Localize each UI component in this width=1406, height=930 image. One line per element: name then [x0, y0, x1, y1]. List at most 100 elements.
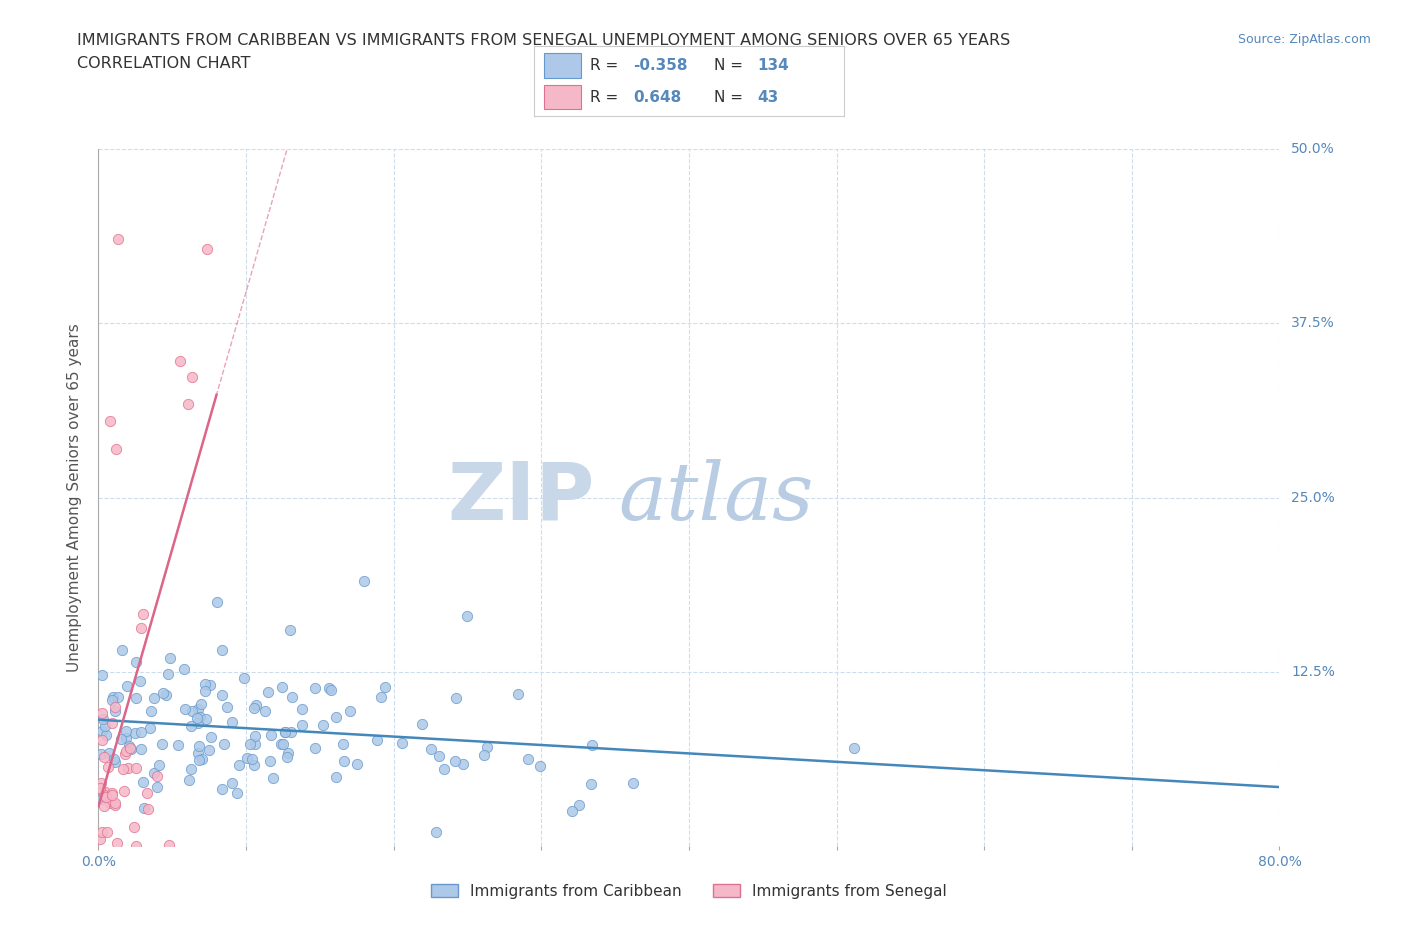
- Point: [194, 684, 217, 698]
- Point: [129, 673, 152, 688]
- Point: [194, 676, 217, 691]
- Point: [621, 776, 644, 790]
- Point: [91, 711, 114, 726]
- Point: [366, 733, 388, 748]
- Point: [318, 681, 340, 696]
- Point: [188, 738, 211, 753]
- Point: [567, 798, 589, 813]
- Text: N =: N =: [714, 90, 752, 105]
- Text: IMMIGRANTS FROM CARIBBEAN VS IMMIGRANTS FROM SENEGAL UNEMPLOYMENT AMONG SENIORS : IMMIGRANTS FROM CARIBBEAN VS IMMIGRANTS …: [77, 33, 1011, 47]
- Point: [444, 753, 467, 768]
- Point: [125, 690, 148, 705]
- Point: [146, 768, 169, 783]
- Point: [254, 703, 277, 718]
- Bar: [544, 54, 581, 78]
- Point: [125, 761, 148, 776]
- Text: ZIP: ZIP: [447, 458, 595, 537]
- Point: [581, 777, 603, 791]
- Point: [114, 747, 136, 762]
- Point: [129, 621, 152, 636]
- Text: N =: N =: [714, 58, 748, 73]
- Point: [115, 744, 138, 759]
- Point: [91, 668, 114, 683]
- Point: [155, 688, 177, 703]
- Point: [215, 699, 238, 714]
- Point: [226, 786, 249, 801]
- Point: [131, 741, 153, 756]
- Point: [98, 745, 121, 760]
- Point: [274, 724, 297, 739]
- Point: [115, 730, 138, 745]
- Point: [477, 739, 499, 754]
- Point: [228, 758, 250, 773]
- Point: [842, 740, 865, 755]
- Text: 50.0%: 50.0%: [1291, 141, 1336, 156]
- Text: R =: R =: [591, 90, 628, 105]
- Point: [427, 748, 450, 763]
- Point: [181, 369, 204, 384]
- Point: [451, 756, 474, 771]
- Point: [166, 737, 188, 752]
- Point: [135, 785, 157, 800]
- Point: [122, 819, 145, 834]
- Point: [104, 699, 127, 714]
- Point: [97, 760, 120, 775]
- Point: [205, 595, 228, 610]
- Point: [291, 717, 314, 732]
- Point: [100, 693, 122, 708]
- Point: [187, 701, 209, 716]
- Point: [96, 727, 118, 742]
- Point: [107, 689, 129, 704]
- Point: [142, 765, 165, 780]
- Point: [94, 719, 117, 734]
- Point: [125, 839, 148, 854]
- Point: [187, 746, 209, 761]
- Point: [211, 643, 233, 658]
- Point: [157, 837, 180, 852]
- Point: [516, 751, 538, 766]
- Point: [93, 788, 115, 803]
- Point: [180, 719, 202, 734]
- Point: [145, 779, 167, 794]
- Point: [107, 232, 129, 247]
- Point: [243, 700, 266, 715]
- Point: [472, 748, 495, 763]
- Point: [90, 747, 112, 762]
- Point: [104, 798, 127, 813]
- Point: [118, 738, 141, 753]
- Point: [120, 741, 142, 756]
- Point: [304, 740, 326, 755]
- Legend: Immigrants from Caribbean, Immigrants from Senegal: Immigrants from Caribbean, Immigrants fr…: [425, 878, 953, 905]
- Point: [117, 679, 139, 694]
- Point: [91, 724, 114, 739]
- Point: [274, 724, 297, 739]
- Point: [187, 716, 209, 731]
- Point: [100, 785, 122, 800]
- Point: [179, 773, 201, 788]
- Point: [169, 353, 191, 368]
- Point: [280, 724, 302, 739]
- Point: [256, 684, 278, 699]
- Point: [243, 729, 266, 744]
- Point: [143, 690, 166, 705]
- Text: 25.0%: 25.0%: [1291, 490, 1336, 505]
- Point: [136, 802, 159, 817]
- Point: [391, 736, 413, 751]
- Point: [98, 414, 121, 429]
- Point: [93, 750, 115, 764]
- Point: [150, 737, 173, 751]
- Point: [180, 704, 202, 719]
- Point: [561, 804, 583, 818]
- Point: [529, 758, 551, 773]
- Point: [188, 753, 211, 768]
- Point: [131, 724, 153, 739]
- Text: -0.358: -0.358: [633, 58, 688, 73]
- Point: [131, 775, 153, 790]
- Point: [114, 724, 136, 738]
- Point: [194, 711, 217, 726]
- Point: [111, 643, 134, 658]
- Point: [346, 757, 368, 772]
- Point: [90, 792, 112, 807]
- Bar: [544, 85, 581, 110]
- Point: [111, 761, 134, 776]
